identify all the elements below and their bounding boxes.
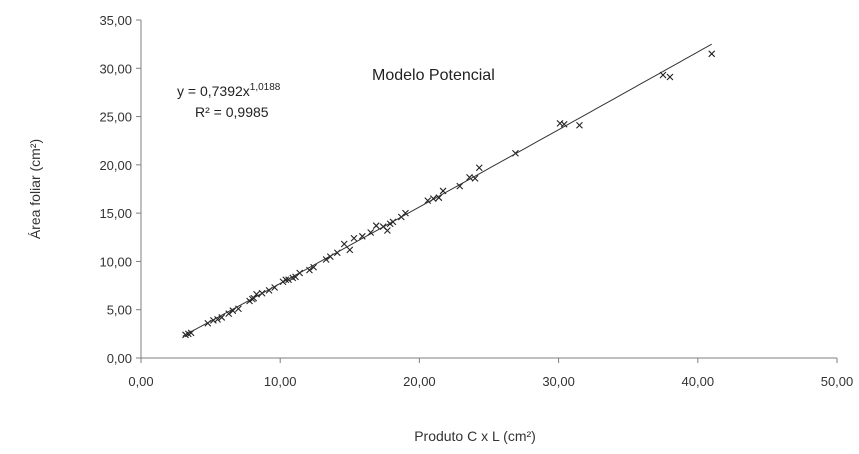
data-point <box>435 194 443 202</box>
model-title: Modelo Potencial <box>372 67 495 84</box>
y-tick-label: 25,00 <box>99 110 132 125</box>
equation-exponent: 1,0188 <box>250 82 281 93</box>
r-squared: R² = 0,9985 <box>195 104 269 120</box>
y-tick-label: 30,00 <box>99 61 132 76</box>
y-tick-label: 0,00 <box>107 351 132 366</box>
data-point <box>402 209 409 217</box>
x-tick-label: 20,00 <box>403 374 436 389</box>
y-tick-label: 35,00 <box>99 13 132 28</box>
tick-labels: 0,00 5,00 10,00 15,00 20,00 25,00 30,00 35,00 0,… <box>99 13 853 389</box>
y-axis-label: Área foliar (cm²) <box>27 139 43 239</box>
ticks <box>136 19 838 363</box>
data-point <box>225 310 233 317</box>
data-point <box>310 263 317 271</box>
data-point <box>214 315 221 323</box>
data-point <box>456 182 464 190</box>
equation-base: y = 0,7392x <box>177 83 250 99</box>
data-point <box>383 227 391 234</box>
data-point <box>340 240 348 248</box>
y-tick-label: 5,00 <box>107 303 132 318</box>
data-point <box>358 232 366 240</box>
data-point <box>253 290 260 298</box>
data-point <box>466 174 473 181</box>
data-points <box>182 50 716 339</box>
x-tick-label: 10,00 <box>264 374 297 389</box>
x-tick-label: 40,00 <box>682 374 715 389</box>
regression-equation: y = 0,7392x1,0188 <box>177 82 281 99</box>
data-point <box>229 307 237 315</box>
x-tick-label: 50,00 <box>821 374 854 389</box>
x-axis-label: Produto C x L (cm²) <box>414 428 536 444</box>
data-point <box>218 314 226 321</box>
axes <box>140 20 837 359</box>
x-tick-label: 0,00 <box>128 374 153 389</box>
data-point <box>556 119 564 127</box>
data-point <box>350 234 358 242</box>
y-tick-label: 15,00 <box>99 206 132 221</box>
data-point <box>372 222 380 230</box>
data-point <box>346 246 354 254</box>
trendline <box>182 43 712 337</box>
data-point <box>424 197 432 204</box>
y-tick-label: 10,00 <box>99 254 132 269</box>
x-tick-label: 30,00 <box>542 374 575 389</box>
data-point <box>576 121 583 129</box>
data-point <box>471 174 479 182</box>
y-tick-label: 20,00 <box>99 158 132 173</box>
data-point <box>475 164 483 172</box>
data-point <box>708 50 716 58</box>
data-point <box>666 73 674 81</box>
data-point <box>560 120 568 128</box>
